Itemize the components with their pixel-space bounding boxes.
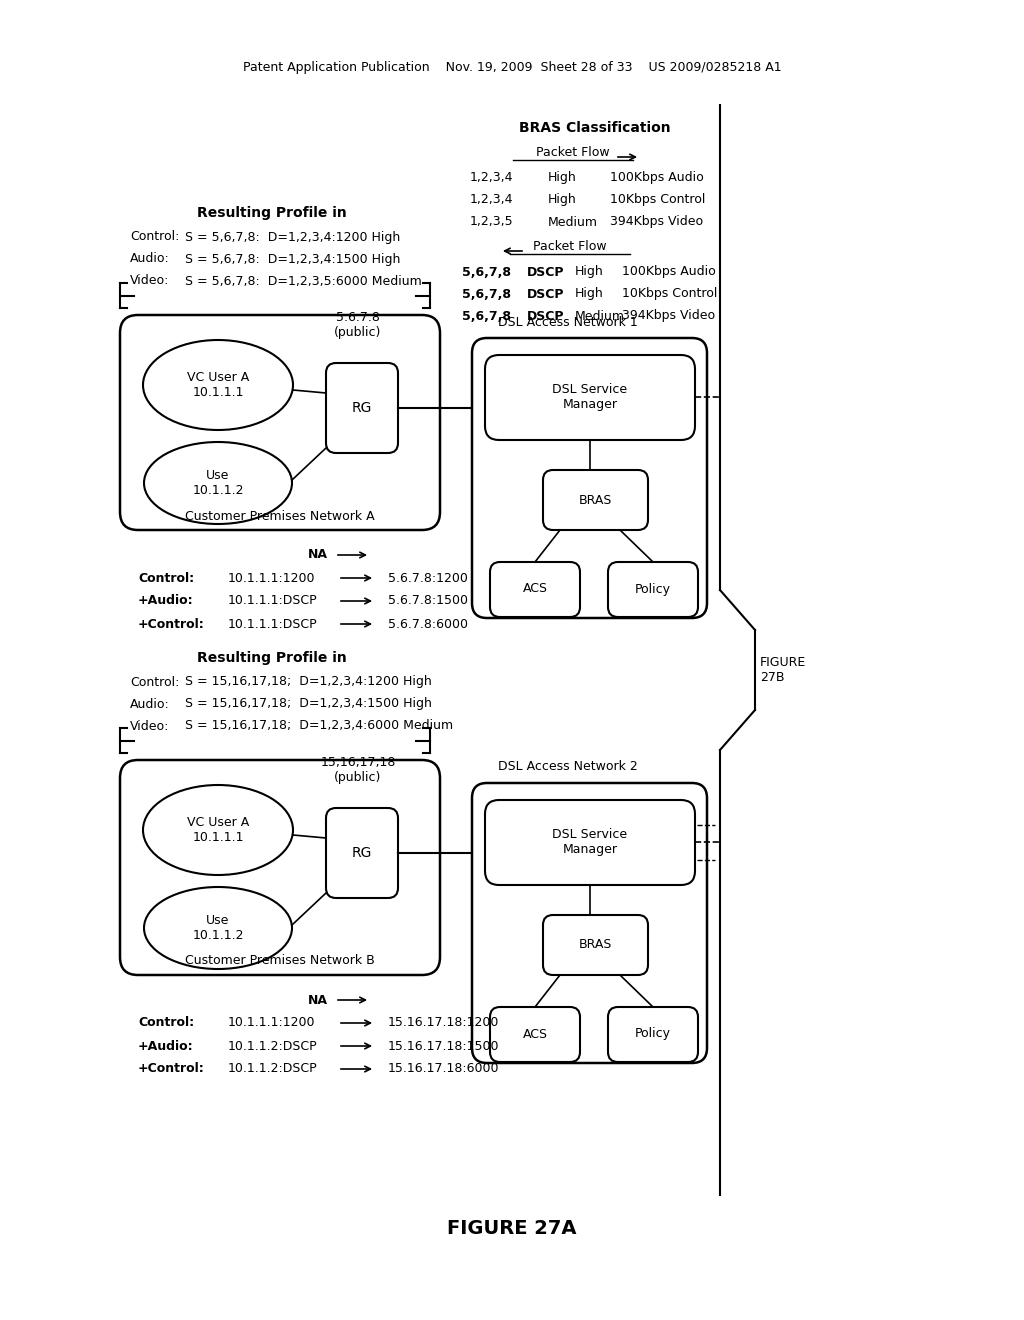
Text: VC User A
10.1.1.1: VC User A 10.1.1.1 [186,371,249,399]
Text: RG: RG [352,401,372,414]
FancyBboxPatch shape [490,562,580,616]
Text: 5,6,7,8: 5,6,7,8 [462,265,511,279]
Text: 15.16.17.18:1200: 15.16.17.18:1200 [388,1016,500,1030]
FancyBboxPatch shape [543,915,648,975]
Text: Packet Flow: Packet Flow [537,147,610,160]
Text: S = 5,6,7,8:  D=1,2,3,4:1500 High: S = 5,6,7,8: D=1,2,3,4:1500 High [185,252,400,265]
Text: 1,2,3,4: 1,2,3,4 [470,172,513,185]
FancyBboxPatch shape [485,800,695,884]
Text: Control:: Control: [130,231,179,243]
Text: Resulting Profile in: Resulting Profile in [198,651,347,665]
Text: 10.1.1.1:1200: 10.1.1.1:1200 [228,1016,315,1030]
Text: VC User A
10.1.1.1: VC User A 10.1.1.1 [186,816,249,843]
Text: 10.1.1.1:DSCP: 10.1.1.1:DSCP [228,594,317,607]
Text: Control:: Control: [130,676,179,689]
Text: Video:: Video: [130,719,169,733]
Text: 10Kbps Control: 10Kbps Control [610,194,706,206]
FancyBboxPatch shape [120,760,440,975]
FancyBboxPatch shape [490,1007,580,1063]
Text: 1,2,3,4: 1,2,3,4 [470,194,513,206]
FancyBboxPatch shape [608,1007,698,1063]
Text: +Control:: +Control: [138,1063,205,1076]
Text: 15,16,17,18
(public): 15,16,17,18 (public) [321,756,395,784]
Ellipse shape [144,442,292,524]
FancyBboxPatch shape [326,363,398,453]
Text: Audio:: Audio: [130,252,170,265]
Text: High: High [548,194,577,206]
FancyBboxPatch shape [120,315,440,531]
Text: S = 5,6,7,8:  D=1,2,3,4:1200 High: S = 5,6,7,8: D=1,2,3,4:1200 High [185,231,400,243]
Text: DSCP: DSCP [527,309,564,322]
Text: 394Kbps Video: 394Kbps Video [610,215,703,228]
Text: 5.6.7.8:1200: 5.6.7.8:1200 [388,572,468,585]
Text: 10.1.1.1:DSCP: 10.1.1.1:DSCP [228,618,317,631]
Text: 10.1.1.1:1200: 10.1.1.1:1200 [228,572,315,585]
Text: Medium: Medium [575,309,625,322]
Text: 100Kbps Audio: 100Kbps Audio [622,265,716,279]
Text: DSL Service
Manager: DSL Service Manager [552,828,628,855]
Text: DSL Access Network 1: DSL Access Network 1 [498,315,638,329]
Text: Patent Application Publication    Nov. 19, 2009  Sheet 28 of 33    US 2009/02852: Patent Application Publication Nov. 19, … [243,62,781,74]
Text: DSCP: DSCP [527,288,564,301]
Text: Medium: Medium [548,215,598,228]
Text: 394Kbps Video: 394Kbps Video [622,309,715,322]
Text: Use
10.1.1.2: Use 10.1.1.2 [193,913,244,942]
Text: 5,6,7,8: 5,6,7,8 [462,288,511,301]
Text: ACS: ACS [522,582,548,595]
Text: High: High [575,265,604,279]
FancyBboxPatch shape [608,562,698,616]
Text: Policy: Policy [635,582,671,595]
Text: NA: NA [308,994,328,1006]
Text: DSCP: DSCP [527,265,564,279]
Text: FIGURE 27A: FIGURE 27A [447,1218,577,1238]
Text: S = 5,6,7,8:  D=1,2,3,5:6000 Medium: S = 5,6,7,8: D=1,2,3,5:6000 Medium [185,275,422,288]
Text: S = 15,16,17,18;  D=1,2,3,4:1500 High: S = 15,16,17,18; D=1,2,3,4:1500 High [185,697,432,710]
Text: 5.6.7.8:6000: 5.6.7.8:6000 [388,618,468,631]
Text: 1,2,3,5: 1,2,3,5 [470,215,514,228]
Text: Policy: Policy [635,1027,671,1040]
Text: Control:: Control: [138,572,195,585]
Text: 15.16.17.18:6000: 15.16.17.18:6000 [388,1063,500,1076]
Text: 5.6.7.8
(public): 5.6.7.8 (public) [334,312,382,339]
Text: FIGURE
27B: FIGURE 27B [760,656,806,684]
Text: 10.1.1.2:DSCP: 10.1.1.2:DSCP [228,1063,317,1076]
Text: Video:: Video: [130,275,169,288]
Text: +Control:: +Control: [138,618,205,631]
Text: 10.1.1.2:DSCP: 10.1.1.2:DSCP [228,1040,317,1052]
FancyBboxPatch shape [543,470,648,531]
Text: Use
10.1.1.2: Use 10.1.1.2 [193,469,244,498]
Text: 5,6,7,8: 5,6,7,8 [462,309,511,322]
FancyBboxPatch shape [472,783,707,1063]
Text: DSL Access Network 2: DSL Access Network 2 [498,760,638,774]
FancyBboxPatch shape [472,338,707,618]
Text: RG: RG [352,846,372,861]
Ellipse shape [144,887,292,969]
Text: Control:: Control: [138,1016,195,1030]
Text: NA: NA [308,549,328,561]
Text: High: High [548,172,577,185]
Text: BRAS: BRAS [579,939,611,952]
Text: DSL Service
Manager: DSL Service Manager [552,383,628,411]
Text: BRAS: BRAS [579,494,611,507]
Text: High: High [575,288,604,301]
Text: Resulting Profile in: Resulting Profile in [198,206,347,220]
Text: S = 15,16,17,18;  D=1,2,3,4:1200 High: S = 15,16,17,18; D=1,2,3,4:1200 High [185,676,432,689]
Text: +Audio:: +Audio: [138,594,194,607]
Text: Packet Flow: Packet Flow [534,240,607,253]
Text: Audio:: Audio: [130,697,170,710]
Text: BRAS Classification: BRAS Classification [519,121,671,135]
Text: 5.6.7.8:1500: 5.6.7.8:1500 [388,594,468,607]
Text: ACS: ACS [522,1027,548,1040]
Text: Customer Premises Network A: Customer Premises Network A [185,510,375,523]
Text: 100Kbps Audio: 100Kbps Audio [610,172,703,185]
Text: 15.16.17.18:1500: 15.16.17.18:1500 [388,1040,500,1052]
Ellipse shape [143,341,293,430]
Text: Customer Premises Network B: Customer Premises Network B [185,954,375,968]
Text: 10Kbps Control: 10Kbps Control [622,288,718,301]
FancyBboxPatch shape [326,808,398,898]
Ellipse shape [143,785,293,875]
Text: S = 15,16,17,18;  D=1,2,3,4:6000 Medium: S = 15,16,17,18; D=1,2,3,4:6000 Medium [185,719,454,733]
FancyBboxPatch shape [485,355,695,440]
Text: +Audio:: +Audio: [138,1040,194,1052]
